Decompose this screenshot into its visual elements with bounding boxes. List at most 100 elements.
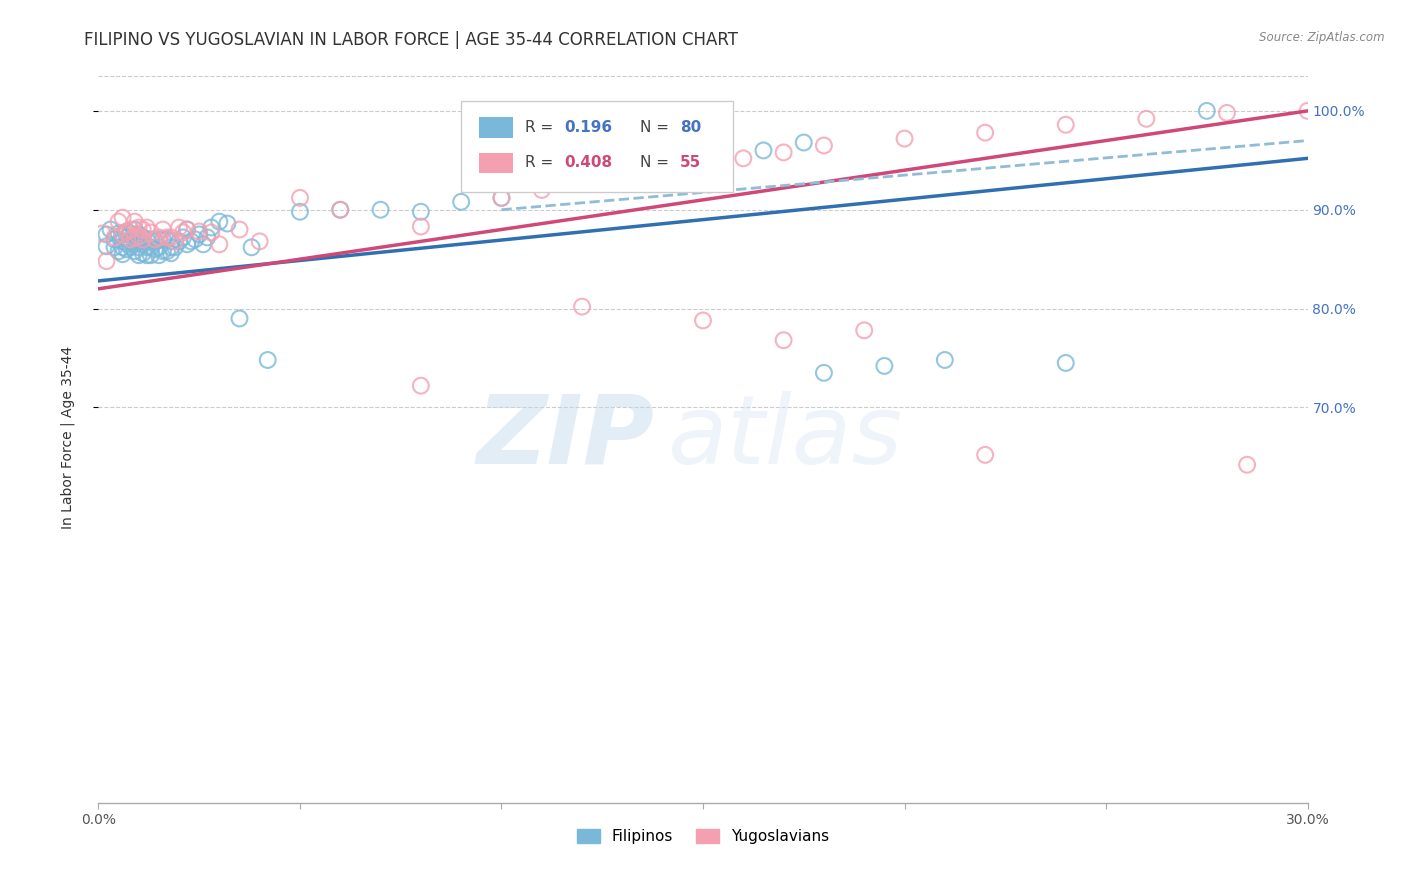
Point <box>111 240 134 254</box>
Point <box>167 235 190 249</box>
Point <box>793 136 815 150</box>
Point <box>530 183 553 197</box>
Point <box>974 126 997 140</box>
Point <box>111 247 134 261</box>
Point <box>135 220 157 235</box>
Point <box>772 145 794 160</box>
Point <box>160 246 183 260</box>
Text: 55: 55 <box>681 155 702 170</box>
Point <box>148 248 170 262</box>
Point <box>128 248 150 262</box>
Text: FILIPINO VS YUGOSLAVIAN IN LABOR FORCE | AGE 35-44 CORRELATION CHART: FILIPINO VS YUGOSLAVIAN IN LABOR FORCE |… <box>84 31 738 49</box>
Point <box>139 248 162 262</box>
Point <box>128 229 150 244</box>
Point <box>974 448 997 462</box>
Point <box>156 232 179 246</box>
Point <box>163 235 186 249</box>
Point <box>1236 458 1258 472</box>
Point <box>176 237 198 252</box>
Point <box>132 237 155 252</box>
Point <box>128 235 150 249</box>
Point <box>120 227 142 241</box>
Point <box>160 240 183 254</box>
Point <box>733 152 755 166</box>
Point <box>612 173 634 187</box>
Point <box>176 222 198 236</box>
Point <box>208 237 231 252</box>
Point <box>128 220 150 235</box>
Point <box>651 161 673 176</box>
Point <box>692 313 714 327</box>
Point <box>96 239 118 253</box>
Point <box>853 323 876 337</box>
Point <box>200 226 222 240</box>
Point <box>124 214 146 228</box>
Point <box>120 222 142 236</box>
Point <box>124 230 146 244</box>
Point <box>249 235 271 249</box>
Point <box>172 230 194 244</box>
Text: atlas: atlas <box>666 391 901 483</box>
Point <box>200 220 222 235</box>
Point <box>228 311 250 326</box>
Point <box>111 227 134 242</box>
Point <box>115 225 138 239</box>
Point <box>188 227 211 242</box>
Point <box>143 232 166 246</box>
Point <box>143 235 166 249</box>
Point <box>120 232 142 246</box>
Point <box>135 240 157 254</box>
Point <box>148 230 170 244</box>
Point <box>128 240 150 254</box>
Point <box>152 244 174 259</box>
Point <box>152 232 174 246</box>
Point <box>409 219 432 234</box>
Point <box>115 230 138 244</box>
Point <box>571 175 593 189</box>
Point <box>1195 103 1218 118</box>
Point <box>152 222 174 236</box>
Y-axis label: In Labor Force | Age 35-44: In Labor Force | Age 35-44 <box>60 345 75 529</box>
Legend: Filipinos, Yugoslavians: Filipinos, Yugoslavians <box>571 822 835 850</box>
Point <box>107 214 129 228</box>
Point <box>111 235 134 249</box>
Point <box>1054 356 1077 370</box>
Text: 0.408: 0.408 <box>564 155 612 170</box>
Point <box>120 240 142 254</box>
Point <box>1216 106 1239 120</box>
Point <box>180 235 202 249</box>
Point <box>193 237 215 252</box>
Point <box>409 204 432 219</box>
Point <box>91 227 114 241</box>
Point <box>752 144 775 158</box>
Point <box>103 240 125 254</box>
Text: N =: N = <box>640 155 673 170</box>
Point <box>571 300 593 314</box>
Point <box>329 202 352 217</box>
Point <box>132 230 155 244</box>
Text: Source: ZipAtlas.com: Source: ZipAtlas.com <box>1260 31 1385 45</box>
Point <box>124 230 146 244</box>
Point <box>288 204 311 219</box>
Point <box>240 240 263 254</box>
Point <box>1296 103 1319 118</box>
FancyBboxPatch shape <box>479 118 513 138</box>
Point <box>188 225 211 239</box>
Text: R =: R = <box>526 155 558 170</box>
Point <box>111 227 134 242</box>
Point <box>167 220 190 235</box>
Point <box>124 222 146 236</box>
FancyBboxPatch shape <box>479 153 513 173</box>
Point <box>217 217 239 231</box>
Point <box>135 232 157 246</box>
Point <box>143 242 166 256</box>
Point <box>160 230 183 244</box>
Point <box>893 131 915 145</box>
Point <box>132 222 155 236</box>
Point <box>128 227 150 242</box>
Text: R =: R = <box>526 120 558 136</box>
Point <box>163 240 186 254</box>
Point <box>1054 118 1077 132</box>
Point <box>288 191 311 205</box>
Point <box>115 242 138 256</box>
